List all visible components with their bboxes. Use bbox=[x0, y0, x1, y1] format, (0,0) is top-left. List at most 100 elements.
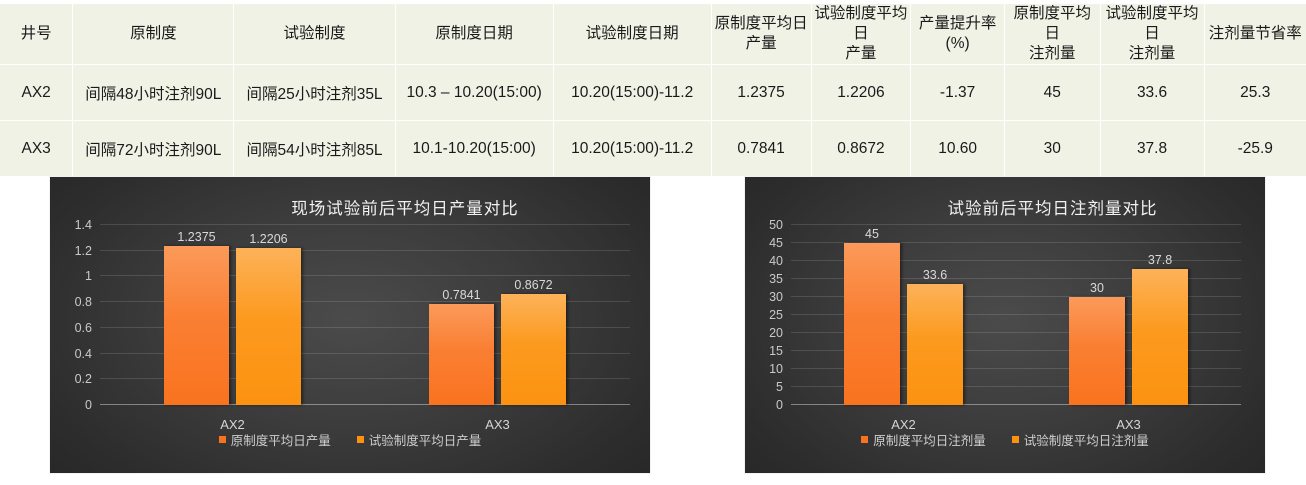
bar-value-label: 45 bbox=[865, 227, 879, 241]
y-axis-tick-label: 20 bbox=[769, 326, 783, 340]
y-axis-tick-label: 0.2 bbox=[74, 372, 92, 387]
gridline bbox=[100, 224, 630, 225]
y-axis-tick-label: 1 bbox=[85, 269, 92, 284]
injection-chart-plot-area: 0 5 10 15 20 25 30 35 40 45 50 45 33.6 AX2 30 37.8 AX3 bbox=[769, 218, 1241, 432]
y-axis-tick-label: 30 bbox=[769, 290, 783, 304]
col-header-orig-injection-line1: 原制度平均日 bbox=[1013, 5, 1091, 42]
legend-label: 原制度平均日产量 bbox=[230, 434, 331, 448]
legend-item-orig-output[interactable]: 原制度平均日产量 bbox=[218, 430, 331, 449]
injection-chart-legend: 原制度平均日注剂量 试验制度平均日注剂量 bbox=[745, 430, 1265, 449]
col-header-test-system-label: 试验制度 bbox=[283, 25, 346, 42]
legend-label: 试验制度平均日产量 bbox=[368, 434, 482, 448]
output-chart-title: 现场试验前后平均日产量对比 bbox=[291, 200, 519, 218]
col-header-orig-output: 原制度平均日 产量 bbox=[711, 4, 812, 65]
output-comparison-chart: 现场试验前后平均日产量对比 0 0.2 0.4 0.6 0.8 1 1.2 1.4 1.2375… bbox=[50, 177, 650, 473]
gridline bbox=[791, 278, 1241, 279]
cell-test-output: 1.2206 bbox=[811, 64, 912, 121]
cell-output-rate: 10.60 bbox=[910, 120, 1005, 176]
col-header-output-rate: 产量提升率 (%) bbox=[910, 4, 1005, 65]
output-chart-legend: 原制度平均日产量 试验制度平均日产量 bbox=[50, 430, 650, 449]
cell-output-rate: -1.37 bbox=[910, 64, 1005, 121]
legend-label: 试验制度平均日注剂量 bbox=[1023, 434, 1149, 448]
bar[interactable] bbox=[429, 304, 494, 405]
gridline bbox=[791, 386, 1241, 387]
x-axis-category-label: AX3 bbox=[1116, 417, 1141, 432]
col-header-well-label: 井号 bbox=[20, 25, 52, 42]
cell-orig-date: 10.3 – 10.20(15:00) bbox=[395, 64, 554, 121]
col-header-orig-output-line2: 产量 bbox=[745, 35, 777, 52]
gridline bbox=[100, 352, 630, 354]
gridline bbox=[100, 378, 630, 380]
legend-item-orig-injection[interactable]: 原制度平均日注剂量 bbox=[861, 430, 986, 449]
col-header-orig-output-line1: 原制度平均日 bbox=[714, 15, 808, 32]
cell-test-date: 10.20(15:00)-11.2 bbox=[553, 64, 712, 121]
table-header: 井号 原制度 试验制度 原制度日期 试验制度日期 原制度平均日 产量 试验制度平均… bbox=[0, 4, 1306, 65]
bar-value-label: 0.8672 bbox=[514, 277, 553, 292]
cell-test-system: 间隔54小时注剂85L bbox=[233, 120, 396, 176]
y-axis-tick-label: 45 bbox=[769, 236, 783, 250]
x-axis-category-label: AX3 bbox=[485, 417, 510, 432]
y-axis-tick-label: 50 bbox=[769, 218, 783, 232]
col-header-test-injection: 试验制度平均日 注剂量 bbox=[1100, 4, 1205, 65]
bar[interactable] bbox=[164, 245, 229, 405]
table-row: AX2 间隔48小时注剂90L 间隔25小时注剂35L 10.3 – 10.20… bbox=[0, 64, 1306, 121]
y-axis-tick-label: 0 bbox=[776, 398, 783, 412]
legend-item-test-output[interactable]: 试验制度平均日产量 bbox=[356, 430, 482, 449]
gridline bbox=[100, 275, 630, 277]
gridline bbox=[791, 368, 1241, 369]
gridline bbox=[791, 242, 1241, 243]
cell-test-injection: 33.6 bbox=[1100, 64, 1205, 121]
col-header-test-output: 试验制度平均日 产量 bbox=[811, 4, 912, 65]
bar[interactable] bbox=[1069, 297, 1125, 405]
table-row: AX3 间隔72小时注剂90L 间隔54小时注剂85L 10.1-10.20(1… bbox=[0, 120, 1306, 176]
cell-test-injection: 37.8 bbox=[1100, 120, 1205, 176]
cell-well: AX2 bbox=[0, 64, 74, 121]
y-axis-tick-label: 15 bbox=[769, 344, 783, 358]
col-header-saving-rate-label: 注剂量节省率 bbox=[1208, 25, 1302, 42]
legend-item-test-injection[interactable]: 试验制度平均日注剂量 bbox=[1011, 430, 1149, 449]
y-axis-tick-label: 1.4 bbox=[74, 218, 92, 232]
gridline bbox=[100, 249, 630, 251]
col-header-orig-date-label: 原制度日期 bbox=[435, 25, 513, 42]
col-header-test-output-line2: 产量 bbox=[845, 45, 877, 62]
col-header-test-injection-line2: 注剂量 bbox=[1128, 45, 1176, 62]
col-header-orig-system-label: 原制度 bbox=[130, 25, 177, 42]
bar[interactable] bbox=[1132, 268, 1188, 405]
bar-value-label: 33.6 bbox=[922, 268, 948, 283]
gridline bbox=[100, 404, 630, 405]
bar-value-label: 30 bbox=[1090, 281, 1104, 295]
bar-value-label: 0.7841 bbox=[442, 288, 481, 303]
comparison-table: 井号 原制度 试验制度 原制度日期 试验制度日期 原制度平均日 产量 试验制度平均… bbox=[0, 4, 1306, 176]
bar[interactable] bbox=[501, 293, 566, 405]
bar[interactable] bbox=[844, 243, 900, 405]
gridline bbox=[791, 350, 1241, 351]
col-header-well: 井号 bbox=[0, 4, 74, 65]
y-axis-tick-label: 0.4 bbox=[74, 346, 92, 361]
cell-orig-date: 10.1-10.20(15:00) bbox=[395, 120, 554, 176]
bar[interactable] bbox=[907, 284, 963, 405]
legend-swatch-icon bbox=[861, 436, 869, 443]
y-axis-tick-label: 0.6 bbox=[74, 320, 92, 335]
col-header-output-rate-line2: (%) bbox=[945, 35, 970, 52]
col-header-orig-injection: 原制度平均日 注剂量 bbox=[1004, 4, 1101, 65]
legend-swatch-icon bbox=[1011, 436, 1019, 443]
y-axis-tick-label: 25 bbox=[769, 308, 783, 322]
table-body: AX2 间隔48小时注剂90L 间隔25小时注剂35L 10.3 – 10.20… bbox=[0, 64, 1306, 176]
table-header-row: 井号 原制度 试验制度 原制度日期 试验制度日期 原制度平均日 产量 试验制度平均… bbox=[0, 4, 1306, 65]
bar[interactable] bbox=[236, 248, 301, 405]
cell-orig-injection: 45 bbox=[1004, 64, 1101, 121]
cell-saving-rate: 25.3 bbox=[1204, 64, 1306, 121]
output-chart-plot-area: 0 0.2 0.4 0.6 0.8 1 1.2 1.4 1.2375 1.2206 AX2 0.784… bbox=[75, 218, 630, 432]
cell-test-output: 0.8672 bbox=[811, 120, 912, 176]
col-header-saving-rate: 注剂量节省率 bbox=[1204, 4, 1306, 65]
y-axis-tick-label: 0.8 bbox=[74, 295, 92, 310]
legend-swatch-icon bbox=[218, 436, 226, 443]
y-axis-tick-label: 40 bbox=[769, 254, 783, 268]
injection-comparison-chart: 试验前后平均日注剂量对比 0 5 10 15 20 25 30 35 40 45 50 45 33.6 A… bbox=[745, 177, 1265, 473]
y-axis-tick-label: 5 bbox=[776, 380, 783, 394]
bar-value-label: 1.2375 bbox=[177, 229, 216, 244]
y-axis-tick-label: 10 bbox=[769, 362, 783, 376]
cell-orig-system: 间隔48小时注剂90L bbox=[72, 64, 235, 121]
legend-swatch-icon bbox=[356, 436, 364, 443]
col-header-orig-date: 原制度日期 bbox=[395, 4, 554, 65]
